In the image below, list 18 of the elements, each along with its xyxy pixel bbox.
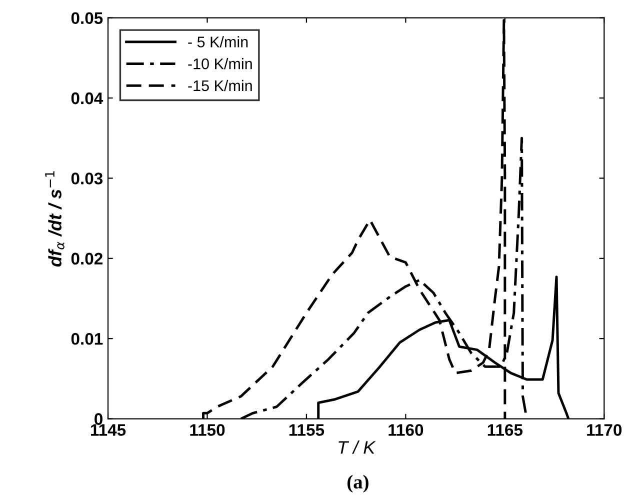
y-tick-label: 0.01	[71, 332, 103, 345]
y-tick-label: 0.03	[71, 172, 103, 184]
y-axis-title: df$_{α}$ /dt / s$^{−1}$	[45, 171, 64, 267]
y-tick-label: 0.04	[71, 92, 104, 104]
x-tick-label: 1165	[488, 424, 523, 436]
x-tick-label: 1160	[388, 424, 424, 436]
x-axis-title: T / K	[338, 440, 376, 454]
x-tick-label: 1150	[190, 424, 225, 436]
y-tick-label: 0.05	[71, 12, 103, 24]
legend-label: - 5 K/min	[188, 36, 248, 48]
y-tick-label: 0.02	[71, 252, 102, 265]
x-tick-label: 1155	[289, 424, 324, 436]
text: (a)	[347, 474, 368, 493]
y-tick-label: 0	[94, 413, 102, 425]
legend-label: -15 K/min	[188, 80, 252, 92]
legend-label: -10 K/min	[188, 58, 252, 70]
x-tick-label: 1170	[587, 424, 622, 436]
x-tick-label: 1145	[90, 424, 126, 436]
